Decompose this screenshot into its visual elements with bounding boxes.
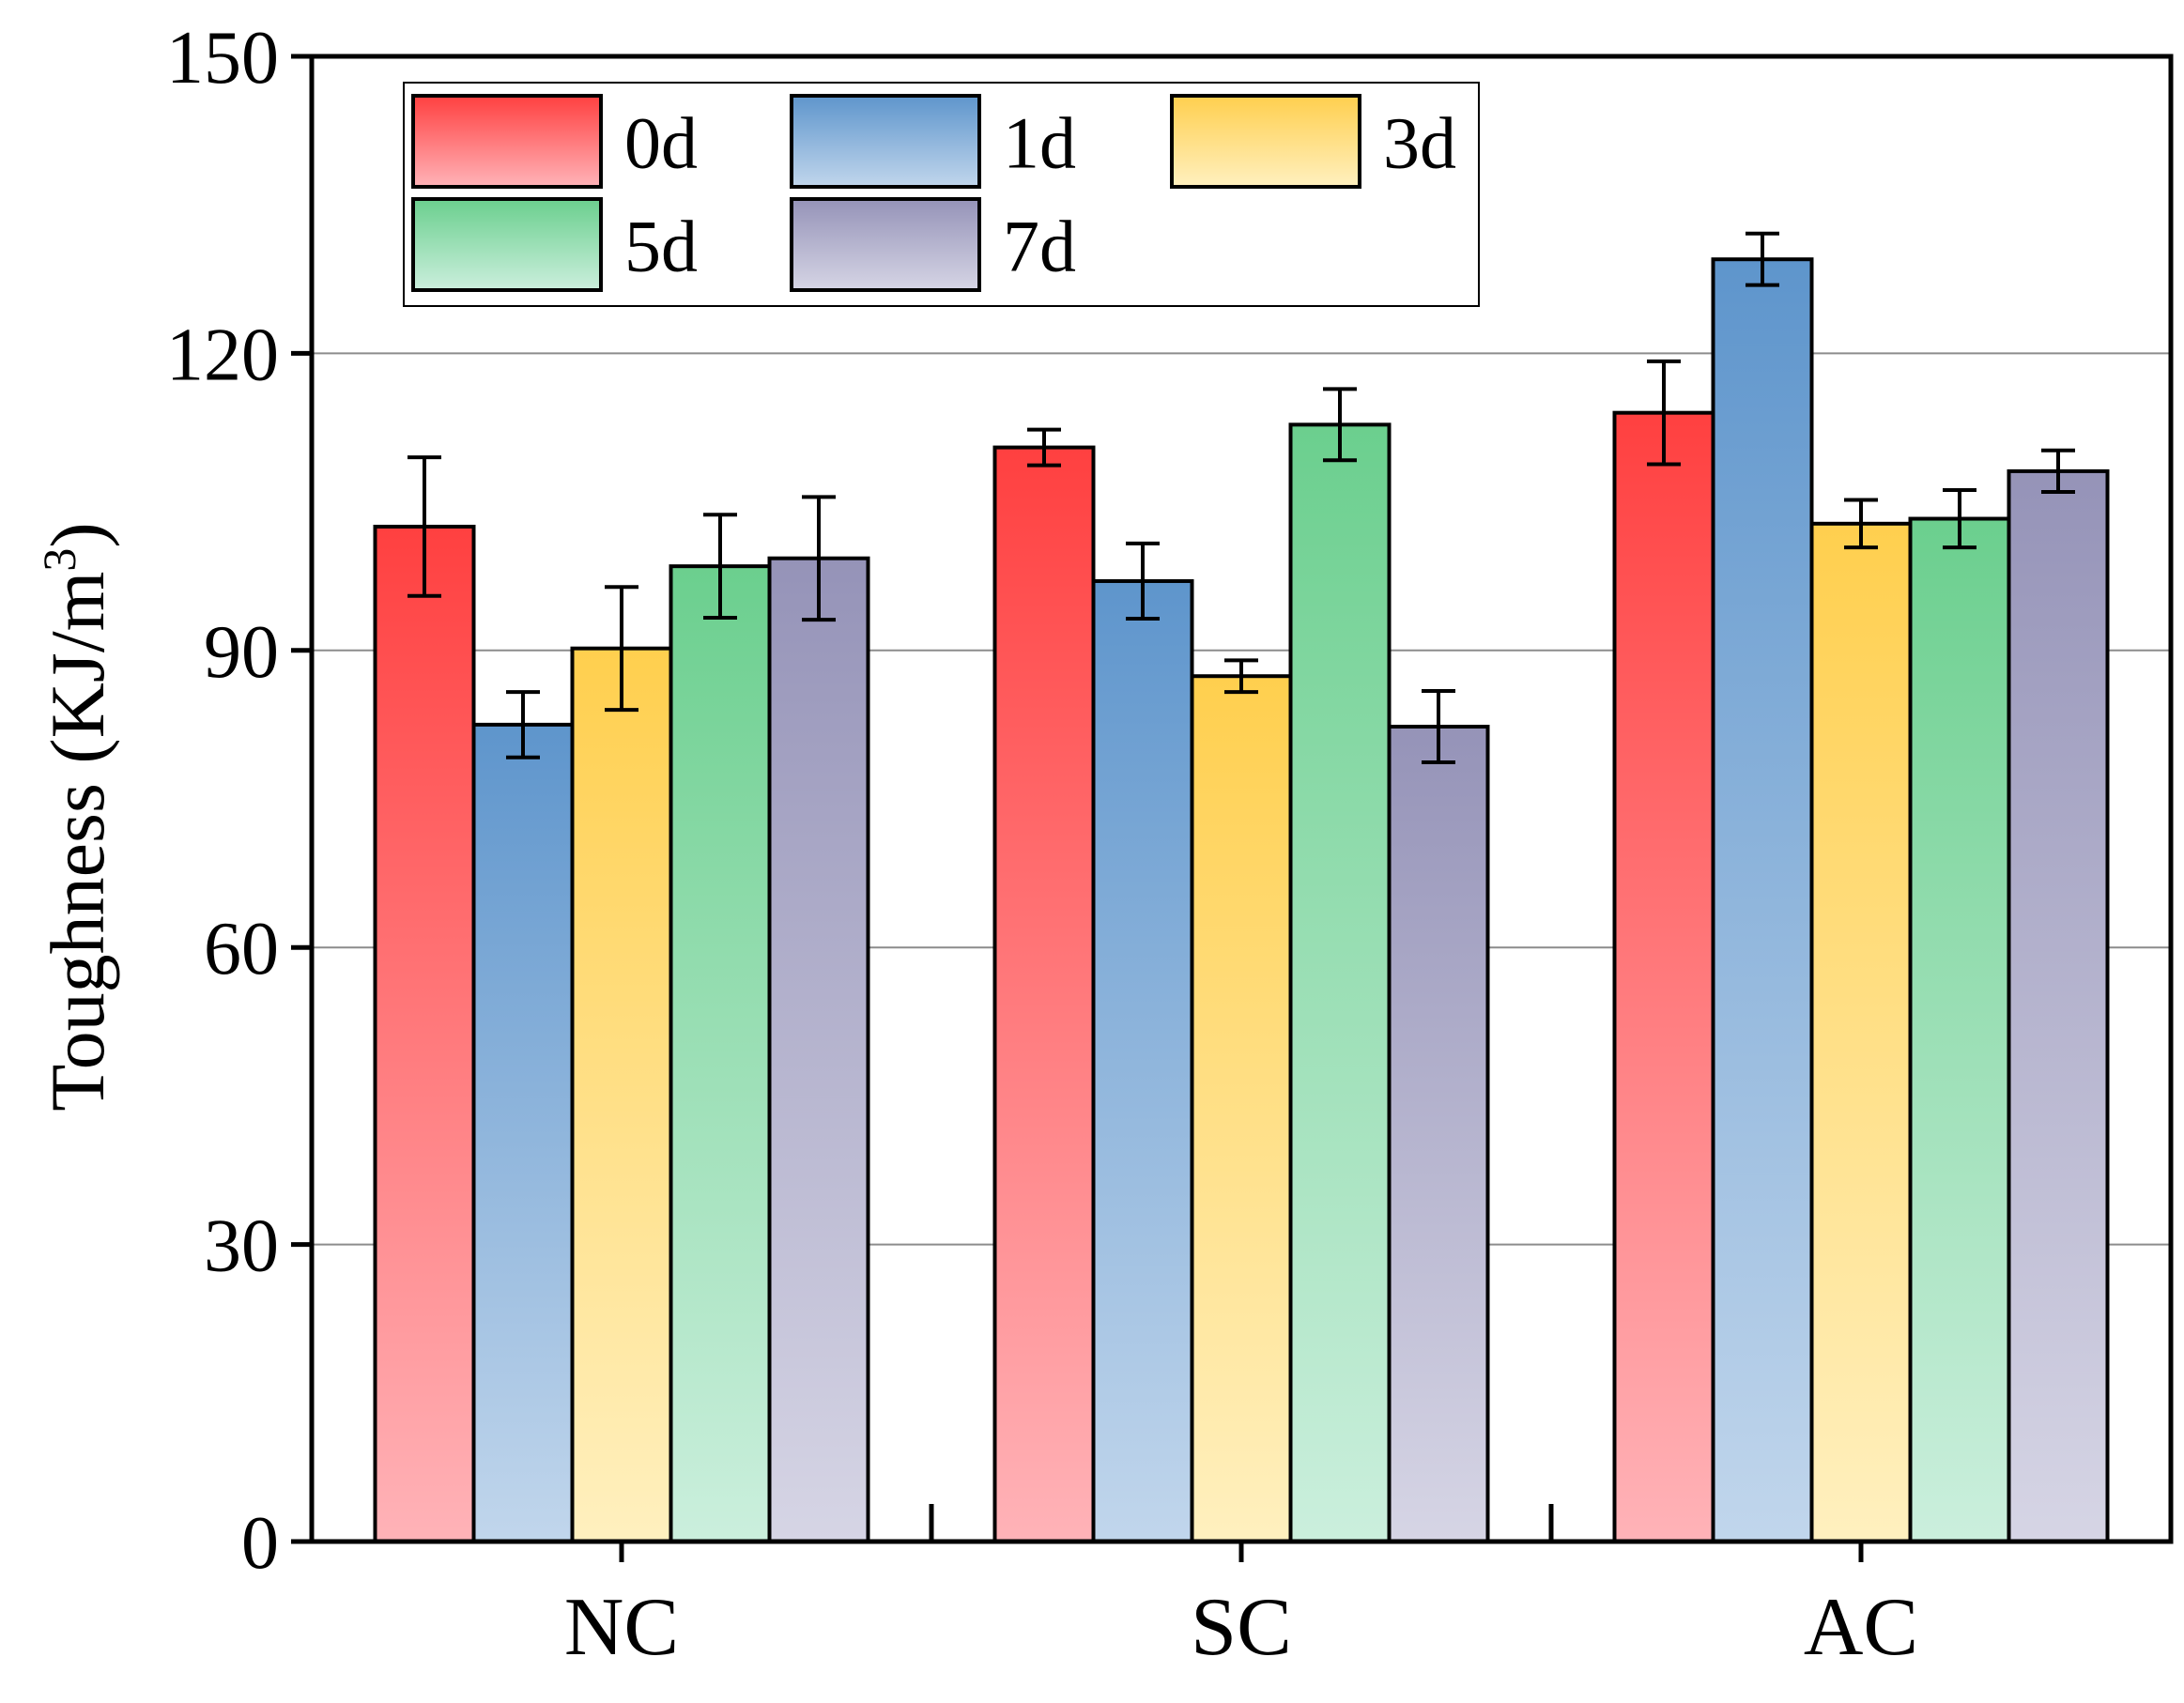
y-axis-title: Toughness (KJ/m3) (33, 522, 120, 1111)
legend-label-3d: 3d (1383, 102, 1456, 184)
bar-3d-SC (1190, 674, 1293, 1543)
legend-label-1d: 1d (1003, 102, 1076, 184)
legend-swatch-0d (411, 94, 603, 189)
error-bar-5d-NC (703, 513, 737, 620)
bar-3d-NC (570, 646, 673, 1543)
y-tick-label: 60 (204, 908, 279, 990)
bar-5d-NC (669, 564, 772, 1543)
error-bar-7d-NC (802, 495, 836, 622)
bar-7d-SC (1387, 725, 1490, 1543)
legend-swatch-3d (1170, 94, 1361, 189)
error-bar-5d-AC (1943, 487, 1976, 550)
legend-swatch-5d (411, 197, 603, 292)
error-bar-1d-NC (506, 690, 540, 759)
error-bar-1d-SC (1126, 541, 1160, 621)
error-bar-1d-AC (1746, 231, 1779, 287)
bar-5d-SC (1288, 422, 1392, 1543)
y-tick-label: 120 (166, 314, 279, 396)
legend-label-5d: 5d (624, 206, 698, 287)
bar-5d-AC (1908, 516, 2011, 1544)
tick-labels: 0 30 60 90 120 150 NC SC AC (166, 17, 1918, 1673)
legend-label-0d: 0d (624, 102, 698, 184)
legend-label-7d: 7d (1003, 206, 1076, 287)
error-bars (408, 231, 2075, 764)
x-tick-label-NC: NC (564, 1582, 679, 1673)
bar-0d-NC (373, 524, 476, 1543)
axes (291, 54, 2174, 1562)
bar-3d-AC (1809, 521, 1913, 1544)
bar-0d-AC (1612, 410, 1715, 1543)
bars (373, 257, 2110, 1544)
x-tick-label-SC: SC (1191, 1582, 1292, 1673)
bar-1d-SC (1091, 578, 1194, 1543)
error-bar-3d-SC (1224, 658, 1258, 695)
error-bar-0d-AC (1647, 359, 1681, 467)
bar-0d-SC (992, 445, 1096, 1543)
y-tick-label: 30 (204, 1205, 279, 1288)
bar-1d-AC (1711, 257, 1814, 1543)
error-bar-0d-SC (1027, 427, 1061, 468)
legend-swatch-1d (790, 94, 981, 189)
legend: 0d 1d 3d 5d 7d (403, 82, 1480, 307)
error-bar-7d-AC (2041, 448, 2075, 495)
y-tick-label: 150 (166, 17, 279, 100)
bar-7d-AC (2007, 468, 2110, 1544)
error-bar-0d-NC (408, 455, 441, 598)
error-bar-3d-NC (605, 585, 638, 713)
error-bar-5d-SC (1323, 387, 1357, 463)
bar-1d-NC (471, 722, 575, 1543)
legend-swatch-7d (790, 197, 981, 292)
x-tick-label-AC: AC (1804, 1582, 1918, 1673)
error-bar-7d-SC (1422, 689, 1455, 764)
y-tick-label: 0 (241, 1502, 279, 1585)
bar-7d-NC (767, 556, 870, 1544)
plot-frame (309, 54, 2174, 1544)
y-tick-label: 90 (204, 611, 279, 694)
error-bar-3d-AC (1844, 498, 1878, 550)
